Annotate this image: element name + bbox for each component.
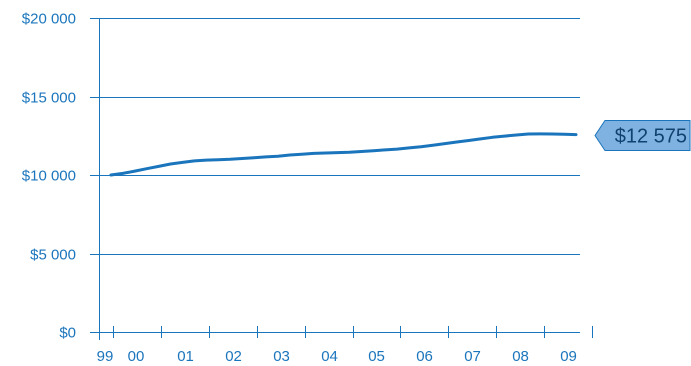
y-tick-label: $20 000 xyxy=(22,11,76,28)
x-tick-label: 00 xyxy=(128,348,145,365)
y-tick-label: $5 000 xyxy=(30,247,76,264)
x-tick-label: 06 xyxy=(416,348,433,365)
axes xyxy=(90,18,593,340)
x-tick-label: 05 xyxy=(368,348,385,365)
x-tick-label: 02 xyxy=(225,348,242,365)
x-tick-label: 99 xyxy=(97,348,114,365)
y-tick-label: $10 000 xyxy=(22,168,76,185)
x-tick-label: 07 xyxy=(464,348,481,365)
x-tick-labels: 99 00 01 02 03 04 05 06 07 08 09 xyxy=(97,348,577,365)
end-value-callout-shape xyxy=(594,120,691,151)
gridlines xyxy=(90,18,580,255)
series-line-0 xyxy=(109,132,578,177)
series-lines xyxy=(109,132,578,177)
y-tick-label: $0 xyxy=(59,325,76,342)
x-tick-label: 04 xyxy=(321,348,338,365)
x-tick-label: 09 xyxy=(560,348,577,365)
end-value-callout: $12 575 xyxy=(594,120,691,151)
x-tick-label: 08 xyxy=(512,348,529,365)
x-tick-label: 01 xyxy=(177,348,194,365)
y-tick-label: $15 000 xyxy=(22,90,76,107)
end-value-label: $12 575 xyxy=(615,126,687,148)
x-tick-label: 03 xyxy=(273,348,290,365)
y-tick-labels: $0 $5 000 $10 000 $15 000 $20 000 xyxy=(22,11,76,342)
